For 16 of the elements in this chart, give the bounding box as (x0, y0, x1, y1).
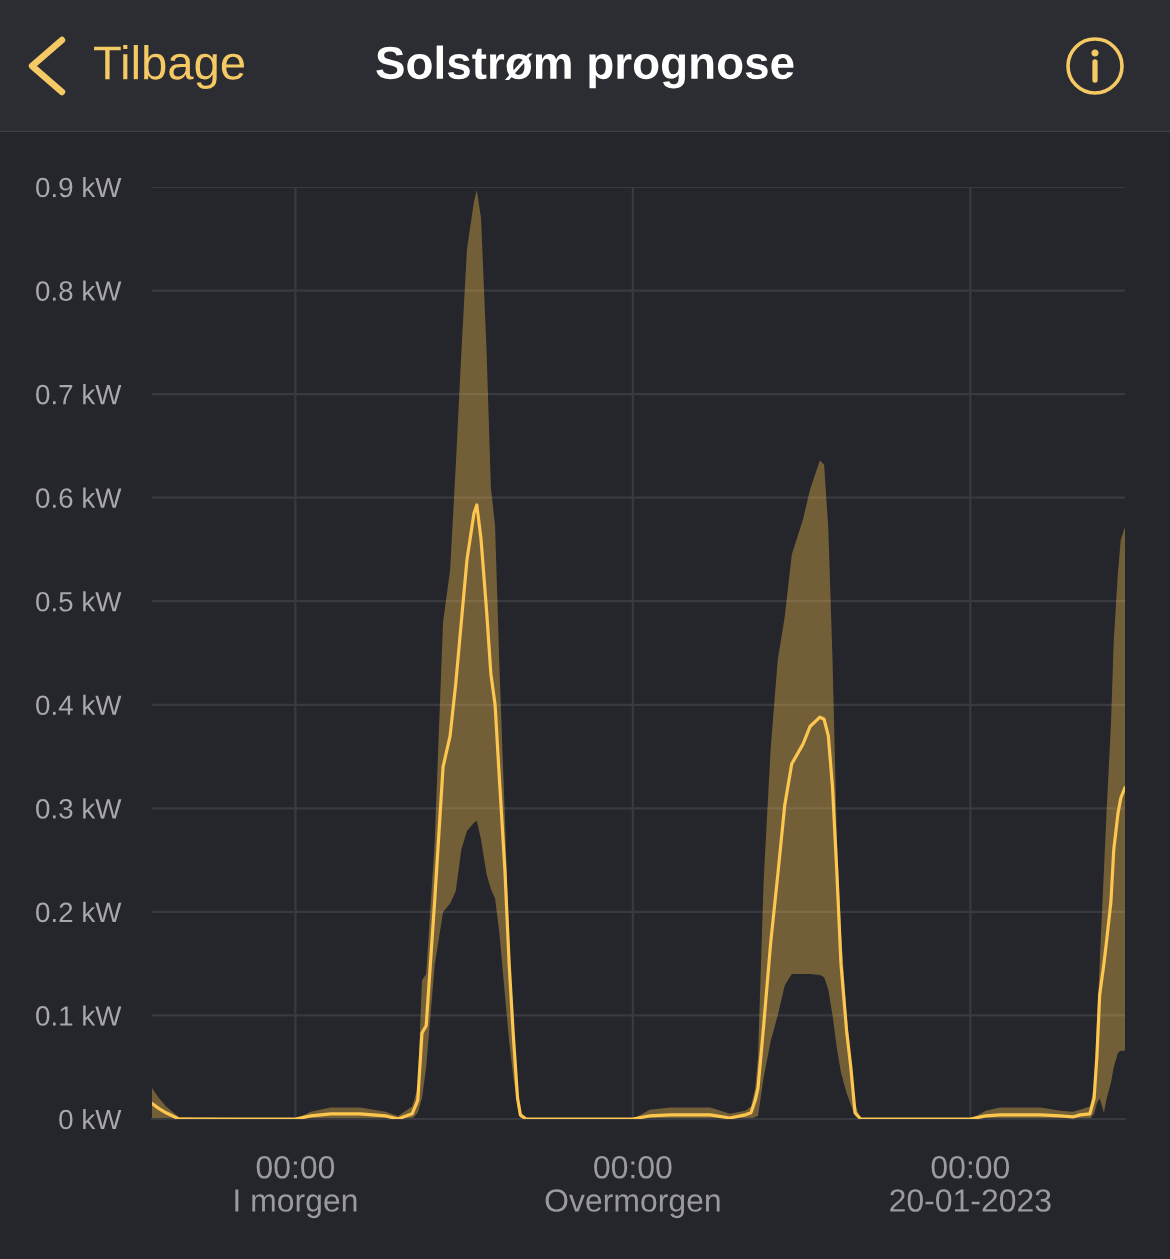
y-tick-label: 0.2 kW (36, 901, 122, 923)
y-tick-label: 0.4 kW (36, 694, 122, 716)
x-tick-label: 00:00 I morgen (235, 1155, 357, 1219)
y-tick-label: 0.8 kW (36, 280, 122, 301)
text: Tilbage (94, 44, 245, 90)
y-tick-label: 0.9 kW (36, 176, 122, 198)
y-tick-label: 0.6 kW (36, 487, 122, 509)
y-tick-label: 0 kW (59, 1108, 122, 1130)
y-tick-label: 0.7 kW (36, 384, 122, 405)
y-tick-label: 0.5 kW (36, 591, 122, 612)
x-tick-label: 00:00 Overmorgen (545, 1155, 720, 1219)
chart-title: Solstrøm prognose (376, 45, 794, 89)
x-tick-label: 00:00 20-01-2023 (890, 1155, 1051, 1212)
line-series (152, 503, 1125, 1119)
y-tick-label: 0.3 kW (36, 798, 122, 819)
y-tick-label: 0.1 kW (36, 1005, 122, 1026)
